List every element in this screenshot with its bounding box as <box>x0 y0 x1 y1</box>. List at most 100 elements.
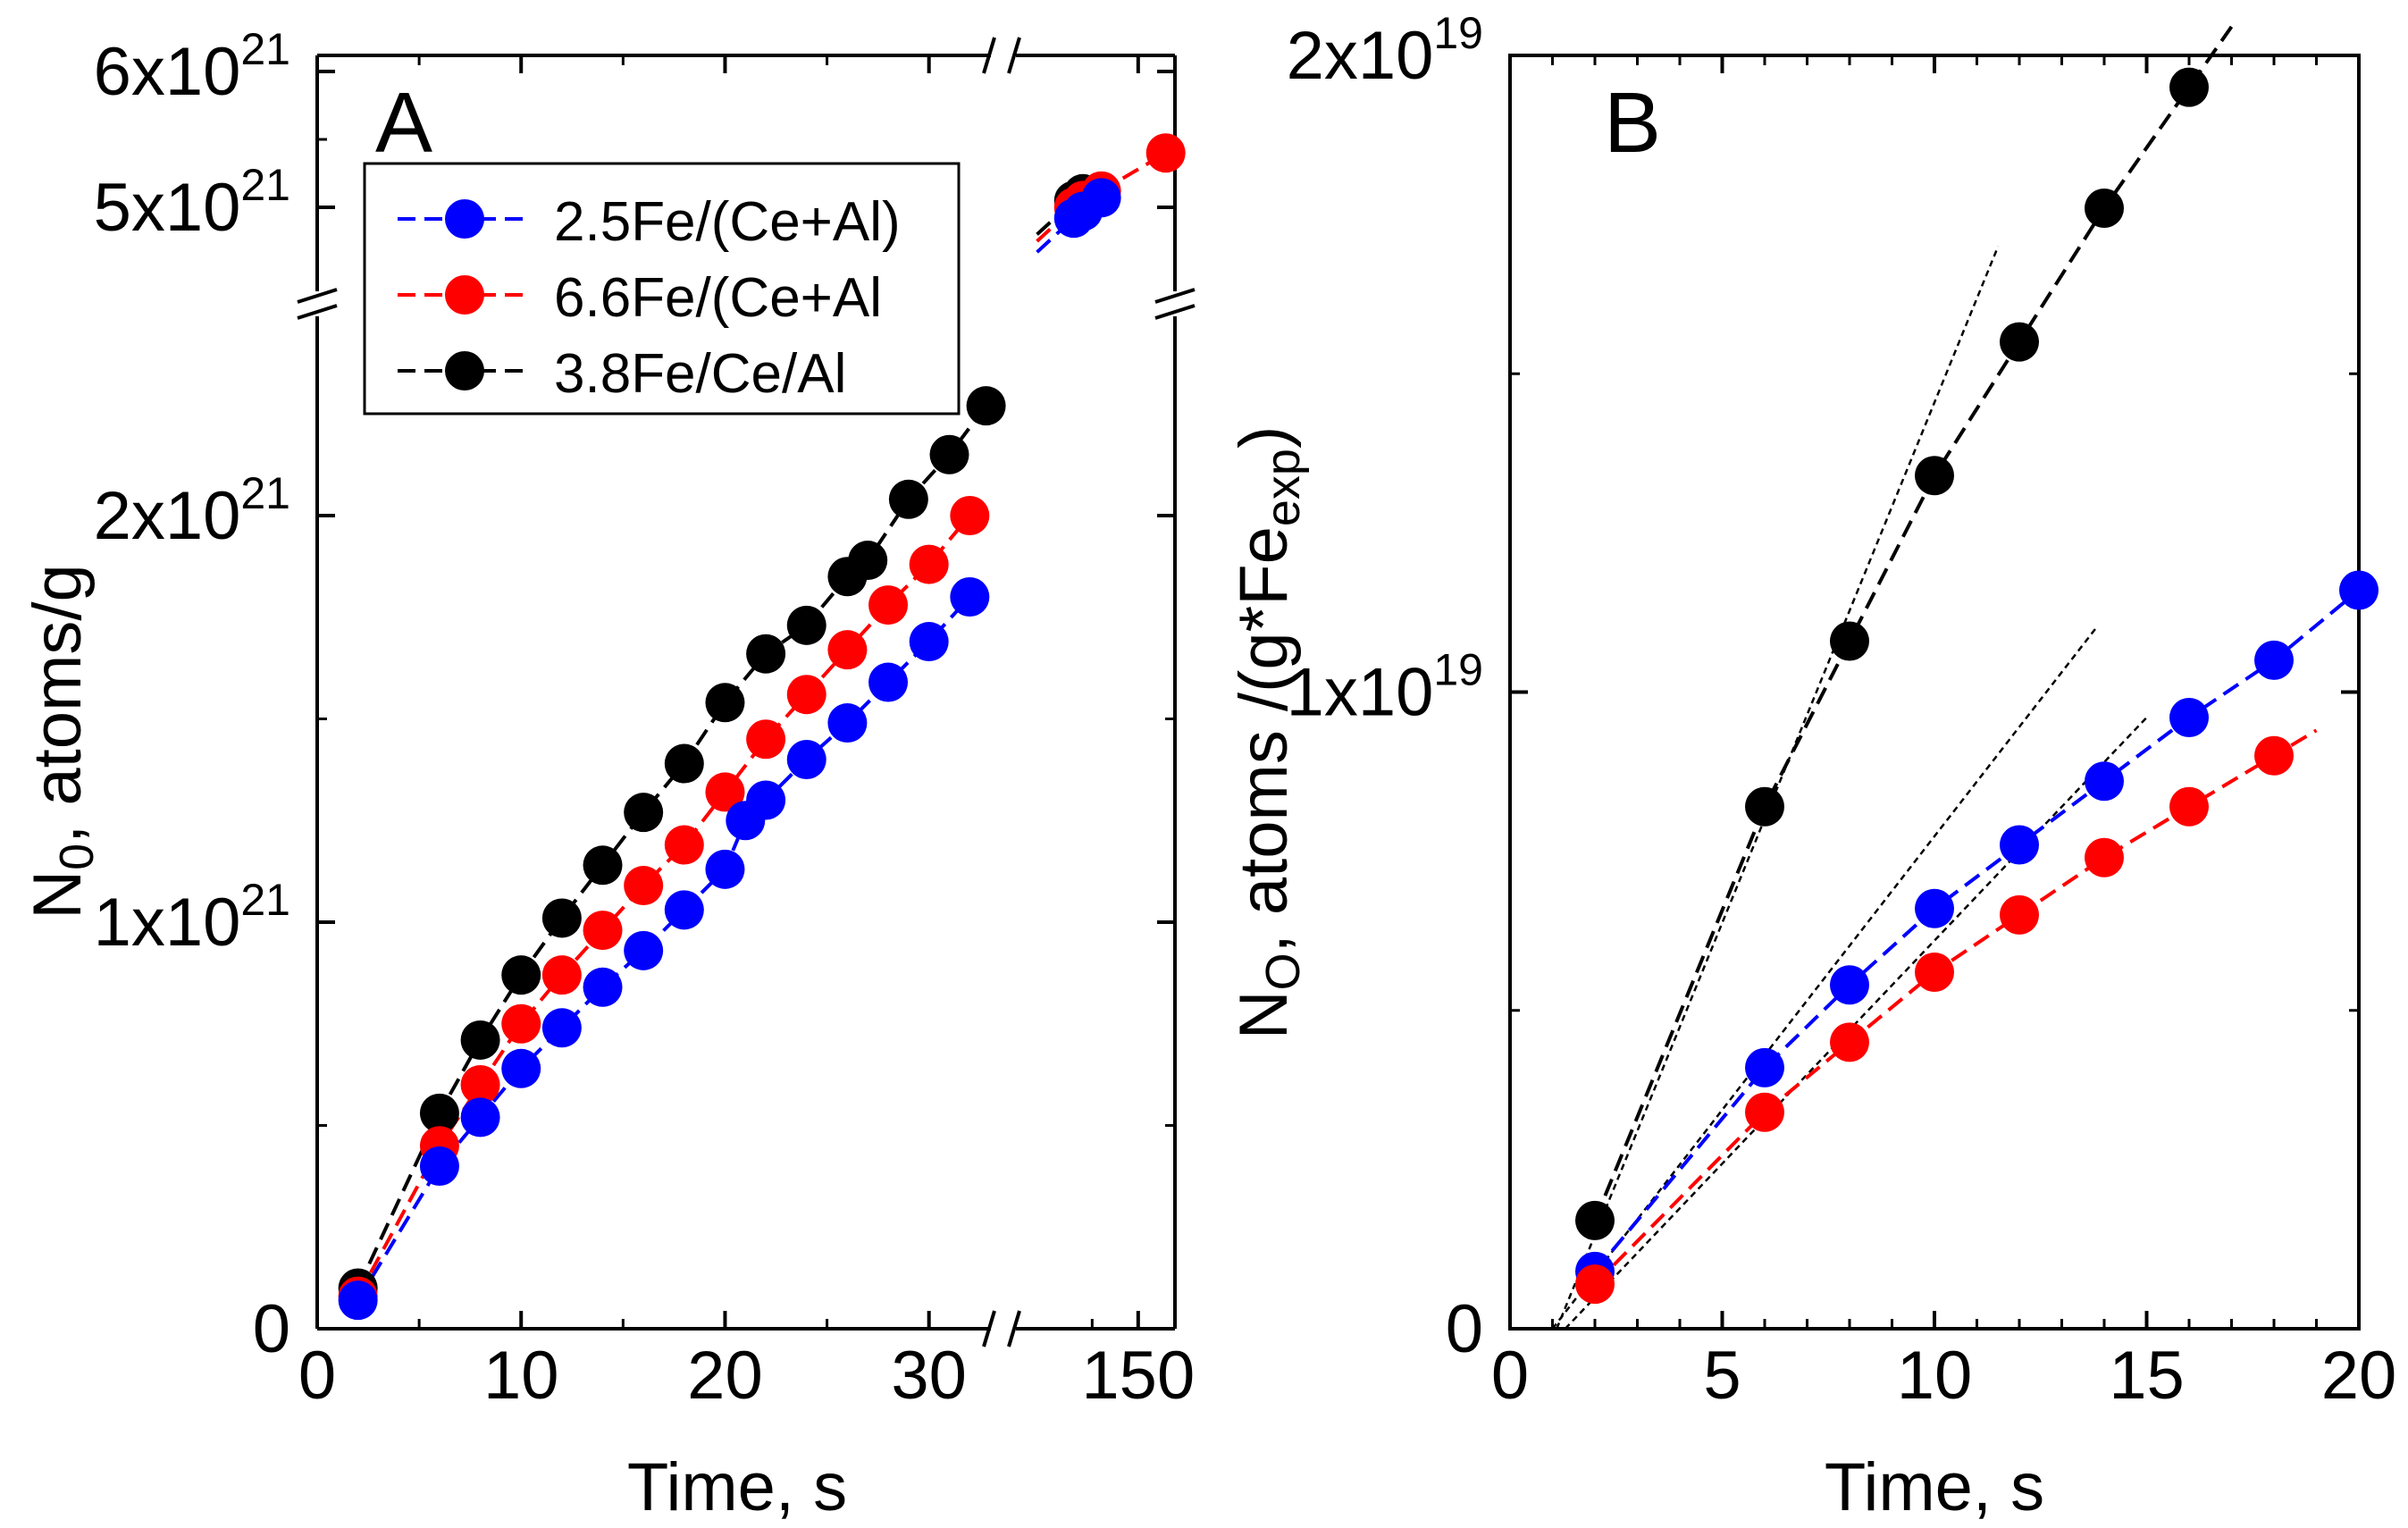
y-break-mark <box>297 288 338 304</box>
data-point <box>583 967 623 1007</box>
data-point <box>2085 761 2124 802</box>
data-point <box>1915 456 1954 496</box>
y-label-sub2: exp <box>1256 449 1310 526</box>
x-tick-label: 20 <box>687 1338 763 1414</box>
data-point <box>624 866 664 906</box>
panel-b-ticks: 0 5 10 15 20 0 1x1019 2x1019 <box>1287 8 2397 1414</box>
data-point <box>583 911 623 951</box>
data-point <box>786 605 826 645</box>
data-point <box>929 434 969 474</box>
x-tick-label: 10 <box>483 1338 559 1414</box>
data-point <box>2000 825 2039 865</box>
panel-a-axis-breaks <box>297 37 1196 1347</box>
legend-marker <box>445 275 484 315</box>
data-point <box>541 955 582 995</box>
data-point <box>888 479 928 519</box>
data-point <box>909 622 949 662</box>
data-point <box>1830 621 1869 661</box>
legend-marker <box>445 199 484 239</box>
y-tick-label: 0 <box>1446 1291 1483 1367</box>
data-point <box>868 662 909 702</box>
y-tick-label: 2x1019 <box>1287 8 1483 94</box>
x-break-mark <box>982 37 996 74</box>
x-tick-label: 150 <box>1081 1338 1195 1414</box>
panel-a-label: A <box>375 75 432 171</box>
panel-b: 0 5 10 15 20 0 1x1019 2x1019 B Time, s NO, atom… <box>1226 8 2396 1525</box>
data-point <box>1745 1092 1784 1132</box>
data-point <box>966 386 1006 426</box>
data-point <box>909 544 949 584</box>
y-tick-label: 5x1021 <box>94 160 290 246</box>
data-point <box>2254 735 2294 776</box>
x-break-mark <box>1007 1310 1021 1347</box>
data-point <box>2339 570 2379 610</box>
panel-a-frame <box>315 54 1177 1331</box>
data-point <box>2000 322 2039 362</box>
x-tick-label: 10 <box>1897 1338 1973 1414</box>
data-point <box>624 930 664 970</box>
data-point <box>1745 1047 1784 1087</box>
y-label-rest: , atoms /(g*Fe <box>1226 526 1302 953</box>
y-break-mark <box>297 304 338 320</box>
y-break-mark <box>1154 288 1196 304</box>
data-point <box>950 577 990 617</box>
data-point <box>705 772 745 812</box>
data-point <box>1915 953 1954 992</box>
x-tick-label: 20 <box>2321 1338 2397 1414</box>
data-point <box>624 793 664 833</box>
initial-slope-line <box>1556 246 2000 1330</box>
data-point <box>868 585 909 625</box>
data-point <box>1575 1200 1615 1240</box>
panel-a-ticks: 0 10 20 30 150 0 1x1021 2x1021 5x1021 6x1021 <box>94 24 1196 1414</box>
legend-label: 6.6Fe/(Ce+Al <box>554 267 882 329</box>
data-point <box>501 955 541 995</box>
panel-b-points <box>1575 67 2379 1305</box>
data-point <box>827 703 868 743</box>
data-point <box>705 849 745 889</box>
data-point <box>501 1048 541 1088</box>
data-point <box>1830 1022 1869 1062</box>
data-point <box>664 743 704 784</box>
y-label-rest: , atoms/g <box>20 564 96 844</box>
x-break-mark <box>982 1310 996 1347</box>
panel-a-legend: 2.5Fe/(Ce+Al) 6.6Fe/(Ce+Al 3.8Fe/Ce/Al <box>363 162 961 416</box>
data-point <box>338 1280 378 1321</box>
data-point <box>848 541 888 581</box>
data-point <box>419 1146 459 1186</box>
data-point <box>786 740 826 779</box>
fit-line-1 <box>356 514 971 1297</box>
data-point <box>419 1093 459 1133</box>
data-point <box>746 780 786 820</box>
panel-a: 0 10 20 30 150 0 1x1021 2x1021 5x1021 6x1021 A 2.… <box>20 24 1196 1525</box>
data-point <box>1575 1264 1615 1305</box>
fit-line-0 <box>356 595 971 1302</box>
panel-b-label: B <box>1604 75 1661 171</box>
data-point <box>541 898 582 938</box>
data-point <box>950 496 990 535</box>
data-point <box>2169 786 2209 827</box>
x-tick-label: 0 <box>298 1338 336 1414</box>
legend-marker <box>445 351 484 390</box>
data-point <box>827 630 868 670</box>
data-point <box>1081 178 1121 218</box>
data-point <box>460 1097 500 1138</box>
data-point <box>501 1003 541 1044</box>
data-point <box>705 683 745 723</box>
y-tick-label: 6x1021 <box>94 24 290 110</box>
x-tick-label: 0 <box>1491 1338 1529 1414</box>
initial-slope-line <box>1564 717 2148 1330</box>
initial-slope-line <box>1551 627 2097 1330</box>
y-label-n: N <box>1226 990 1302 1039</box>
data-point <box>583 845 623 886</box>
panel-b-x-axis-label: Time, s <box>1825 1449 2044 1525</box>
data-point <box>746 719 786 760</box>
y-tick-label: 1x1021 <box>94 875 290 961</box>
y-label-sub: 0 <box>50 844 104 870</box>
data-point <box>2000 894 2039 935</box>
data-point <box>746 634 786 674</box>
data-point <box>460 1065 500 1104</box>
data-point <box>541 1008 582 1048</box>
data-point <box>664 890 704 930</box>
y-tick-label: 2x1021 <box>94 468 290 554</box>
